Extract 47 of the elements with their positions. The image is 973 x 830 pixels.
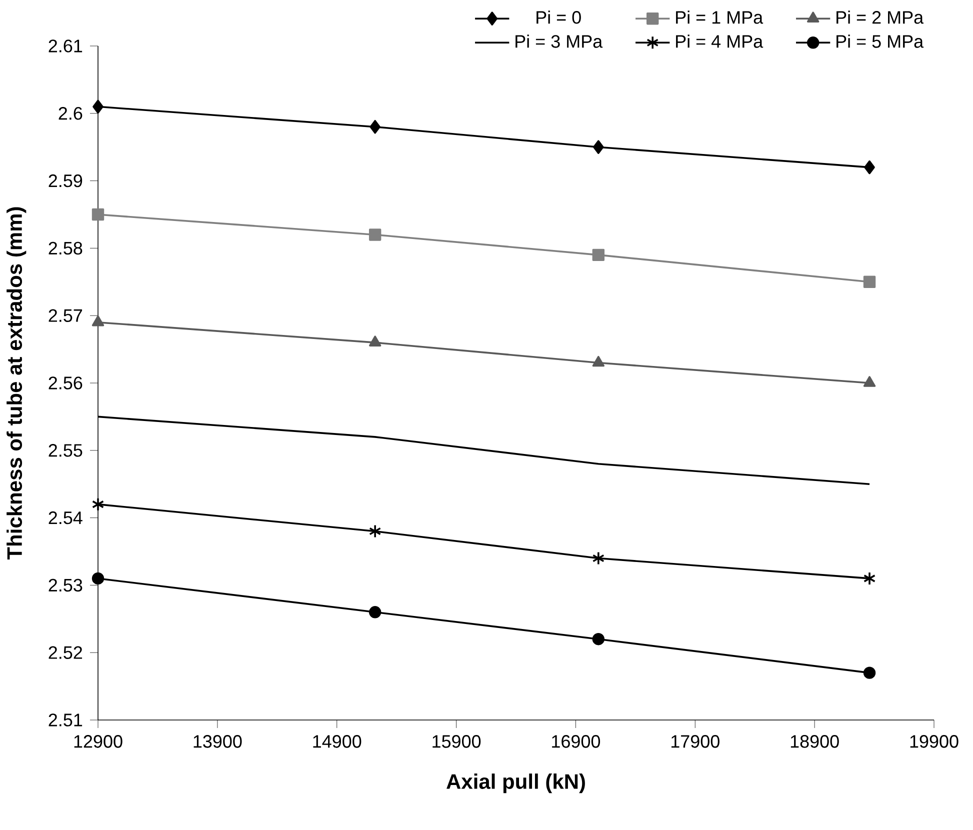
y-tick-label: 2.54 [48,511,82,524]
legend-label: Pi = 3 MPa [516,34,603,48]
point [368,228,382,241]
point [92,208,104,221]
x-tick-label: 12900 [74,735,122,748]
point [593,140,604,154]
y-tick-label: 2.58 [48,242,82,255]
x-tick-label: 17900 [672,735,720,748]
x-tick-label: 15900 [432,735,481,748]
point [592,356,605,367]
legend-label: Pi = 5 MPa [836,34,924,48]
y-tick-label: 2.56 [48,376,82,390]
point [368,606,382,618]
point [592,633,605,646]
y-tick-label: 2.52 [48,646,82,659]
legend-label: Pi = 0 [536,10,581,24]
point [92,100,104,114]
point [368,336,382,346]
point [592,551,605,566]
x-tick-label: 16900 [552,735,600,748]
point [863,276,876,288]
point [370,120,380,134]
x-tick-label: 14900 [313,735,362,748]
point [592,248,605,262]
point [863,572,876,586]
point [368,524,382,538]
y-axis-title: Thickness of tube at extrados (mm) [6,207,26,560]
point [863,376,876,387]
x-axis-title: Axial pull (kN) [446,774,585,794]
legend-label: Pi = 2 MPa [836,10,924,24]
point [863,666,876,679]
point [92,572,104,585]
y-tick-label: 2.51 [48,714,82,726]
x-tick-label: 18900 [790,735,839,748]
point [864,160,875,174]
y-tick-label: 2.6 [58,107,82,120]
x-tick-label: 13900 [194,735,242,748]
y-tick-label: 2.55 [48,444,82,457]
legend-label: Pi = 4 MPa [676,34,764,48]
point [92,497,104,512]
y-tick-label: 2.61 [48,40,82,52]
y-tick-label: 2.57 [48,309,82,322]
y-tick-label: 2.59 [48,174,82,188]
y-tick-label: 2.53 [48,578,82,592]
legend-label: Pi = 1 MPa [676,10,764,24]
x-tick-label: 19900 [910,735,958,748]
point [92,315,104,326]
